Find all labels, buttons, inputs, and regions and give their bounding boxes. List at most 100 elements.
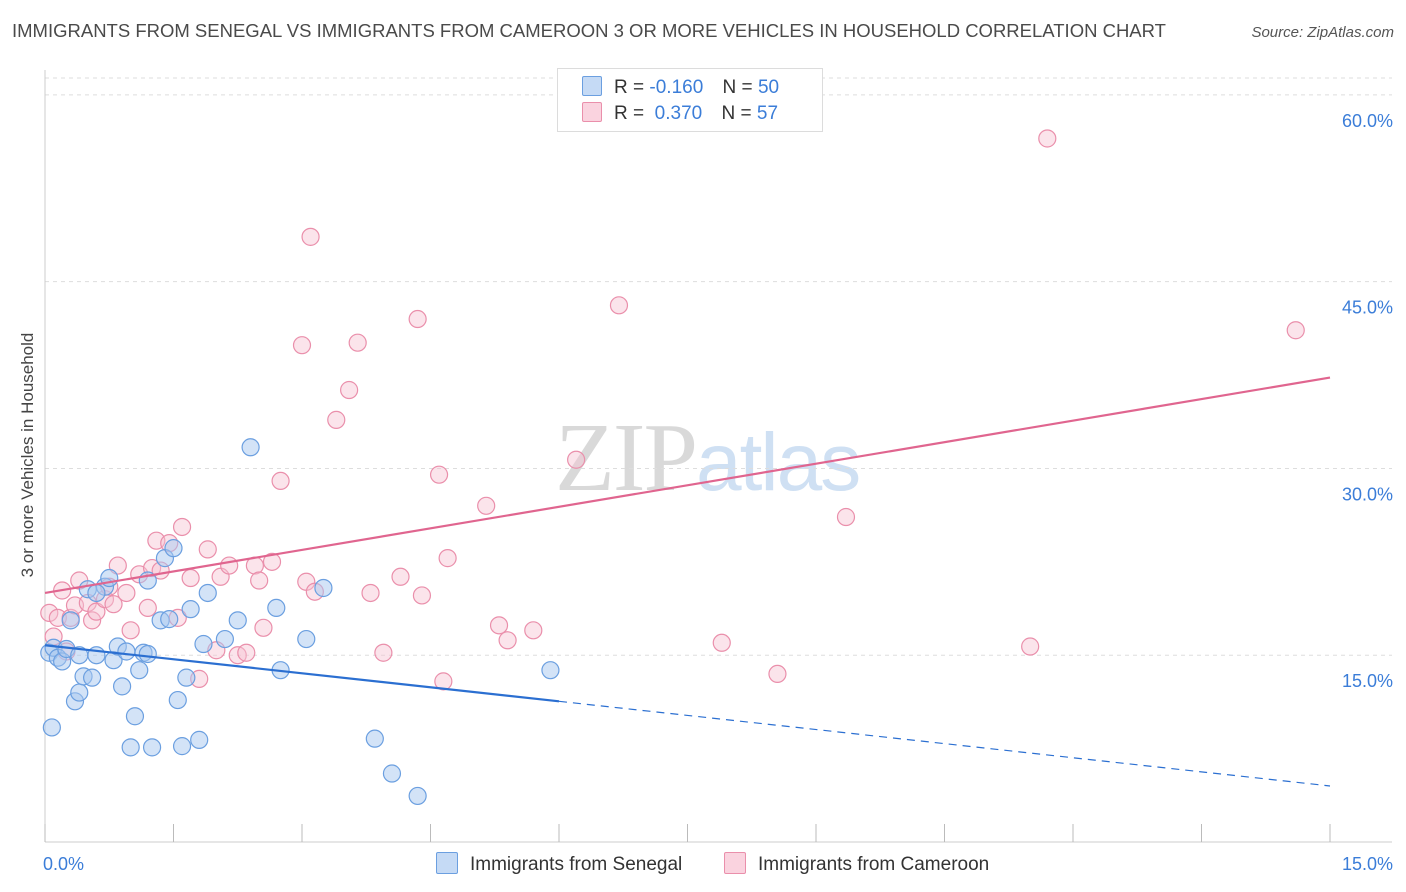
legend-item-cameroon: Immigrants from Cameroon xyxy=(724,852,989,876)
senegal-point xyxy=(190,730,209,749)
senegal-swatch xyxy=(582,76,602,96)
cameroon-point xyxy=(40,603,59,622)
senegal-point xyxy=(198,583,217,603)
cameroon-point xyxy=(712,633,731,652)
senegal-point xyxy=(541,661,560,680)
series-senegal-points xyxy=(40,438,560,806)
cameroon-point xyxy=(340,380,359,400)
senegal-trend-line xyxy=(44,644,560,703)
senegal-point xyxy=(142,738,162,757)
senegal-point xyxy=(117,642,136,661)
senegal-point xyxy=(160,610,179,629)
cameroon-point xyxy=(768,664,787,684)
legend-r-value: -0.160 xyxy=(649,77,704,98)
cameroon-point xyxy=(477,496,496,515)
tick-labels: 15.0% 30.0% 45.0% 60.0% 0.0% 15.0% xyxy=(43,111,1393,874)
legend-row-senegal: R = -0.160 N = 50 xyxy=(582,76,779,100)
senegal-point xyxy=(194,634,213,654)
cameroon-point xyxy=(1021,637,1040,656)
cameroon-point xyxy=(498,631,517,650)
legend-row-cameroon: R = 0.370 N = 57 xyxy=(582,102,778,126)
senegal-point xyxy=(365,729,384,748)
legend-r-label: R = xyxy=(614,103,645,124)
cameroon-point xyxy=(412,586,432,605)
cameroon-point xyxy=(87,602,106,621)
cameroon-point xyxy=(361,583,380,603)
cameroon-point xyxy=(220,556,239,575)
cameroon-point xyxy=(198,540,217,559)
cameroon-trend-line xyxy=(44,376,1331,595)
senegal-point xyxy=(382,764,402,783)
watermark: ZIPatlas xyxy=(555,400,861,514)
senegal-point xyxy=(215,629,234,649)
y-tick-label: 60.0% xyxy=(1342,111,1393,131)
cameroon-point xyxy=(327,410,346,429)
x-tick-label: 15.0% xyxy=(1342,854,1393,874)
cameroon-point xyxy=(391,567,410,586)
senegal-point xyxy=(87,583,106,603)
senegal-point xyxy=(164,539,183,558)
senegal-point xyxy=(267,598,286,618)
cameroon-point xyxy=(408,309,427,329)
senegal-point xyxy=(228,611,247,630)
senegal-point xyxy=(121,738,140,757)
senegal-trend-extension xyxy=(558,700,1331,787)
cameroon-point xyxy=(181,568,200,588)
cameroon-point xyxy=(301,227,320,246)
legend-r-value: 0.370 xyxy=(649,103,703,124)
cameroon-point xyxy=(1286,321,1305,340)
senegal-point xyxy=(241,438,260,457)
cameroon-point xyxy=(836,507,856,527)
y-tick-label: 30.0% xyxy=(1342,484,1393,504)
senegal-point xyxy=(408,786,427,806)
cameroon-point xyxy=(489,616,509,635)
senegal-point xyxy=(181,600,200,619)
senegal-point xyxy=(138,644,157,664)
cameroon-point xyxy=(292,336,312,355)
cameroon-point xyxy=(254,618,273,637)
senegal-point xyxy=(83,668,102,687)
senegal-point xyxy=(42,718,61,737)
senegal-point xyxy=(172,737,192,756)
legend-r-label: R = xyxy=(614,77,645,98)
cameroon-point xyxy=(348,333,367,352)
senegal-point xyxy=(61,611,80,630)
cameroon-point xyxy=(104,595,123,614)
legend-n-value: 57 xyxy=(756,103,779,124)
cameroon-point xyxy=(117,583,136,603)
senegal-point xyxy=(130,661,149,680)
correlation-legend: R = -0.160 N = 50 R = 0.370 N = 57 xyxy=(557,68,823,132)
cameroon-point xyxy=(237,643,256,662)
senegal-point xyxy=(168,690,187,710)
cameroon-swatch xyxy=(724,852,746,874)
cameroon-point xyxy=(524,621,543,640)
series-cameroon-points xyxy=(40,129,1305,691)
senegal-point xyxy=(177,668,196,687)
senegal-point xyxy=(70,683,89,702)
cameroon-point xyxy=(262,552,282,571)
x-tick-label: 0.0% xyxy=(43,854,84,874)
legend-n-label: N = xyxy=(721,103,752,124)
legend-label-cameroon: Immigrants from Cameroon xyxy=(758,854,990,875)
legend-n-label: N = xyxy=(722,77,753,98)
legend-item-senegal: Immigrants from Senegal xyxy=(436,852,682,876)
y-tick-label: 15.0% xyxy=(1342,671,1393,691)
cameroon-point xyxy=(271,471,290,491)
senegal-point xyxy=(314,578,333,598)
cameroon-point xyxy=(434,672,453,691)
cameroon-point xyxy=(83,611,102,630)
chart-source: Source: ZipAtlas.com xyxy=(1251,24,1394,41)
trend-lines xyxy=(44,376,1331,787)
watermark-zip: ZIP xyxy=(555,404,698,512)
senegal-point xyxy=(70,646,89,665)
senegal-point xyxy=(125,707,145,726)
cameroon-point xyxy=(374,643,393,662)
axes xyxy=(44,70,1392,843)
cameroon-point xyxy=(567,450,586,469)
senegal-point xyxy=(112,677,132,696)
cameroon-point xyxy=(138,598,157,618)
senegal-point xyxy=(297,629,316,649)
cameroon-point xyxy=(121,621,140,640)
senegal-swatch xyxy=(436,852,458,874)
